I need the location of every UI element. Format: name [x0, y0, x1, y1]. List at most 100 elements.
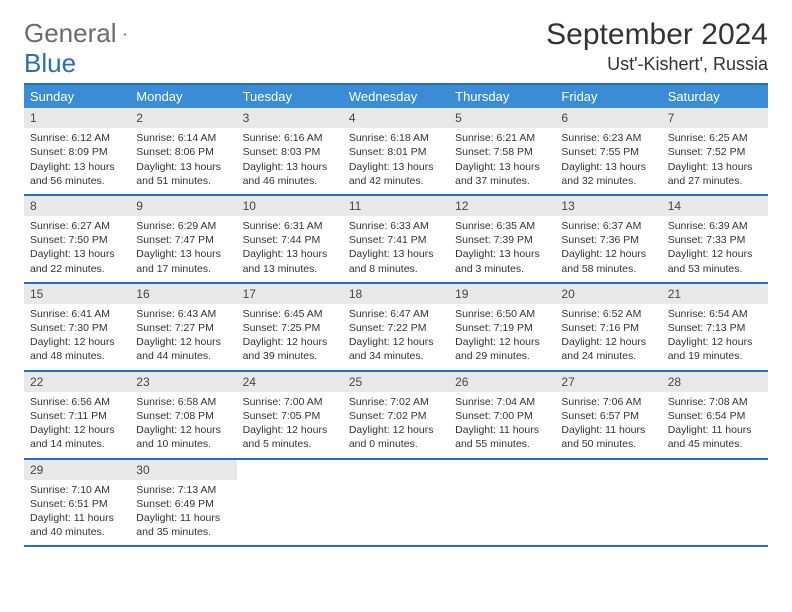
sunset-line: Sunset: 7:58 PM: [455, 145, 549, 159]
calendar-day: 22Sunrise: 6:56 AMSunset: 7:11 PMDayligh…: [24, 372, 130, 458]
day-number: 15: [24, 284, 130, 304]
dow-header: Friday: [555, 85, 661, 108]
calendar-day: 23Sunrise: 6:58 AMSunset: 7:08 PMDayligh…: [130, 372, 236, 458]
sunrise-line: Sunrise: 6:25 AM: [668, 131, 762, 145]
sunset-line: Sunset: 7:00 PM: [455, 409, 549, 423]
dow-header: Monday: [130, 85, 236, 108]
sunset-line: Sunset: 7:30 PM: [30, 321, 124, 335]
day-number: 4: [343, 108, 449, 128]
daylight-line: Daylight: 13 hours and 51 minutes.: [136, 160, 230, 188]
day-number: 5: [449, 108, 555, 128]
sunset-line: Sunset: 7:27 PM: [136, 321, 230, 335]
sunset-line: Sunset: 7:02 PM: [349, 409, 443, 423]
calendar-day: 28Sunrise: 7:08 AMSunset: 6:54 PMDayligh…: [662, 372, 768, 458]
sunrise-line: Sunrise: 6:35 AM: [455, 219, 549, 233]
daylight-line: Daylight: 12 hours and 48 minutes.: [30, 335, 124, 363]
sunset-line: Sunset: 7:52 PM: [668, 145, 762, 159]
calendar-day: 14Sunrise: 6:39 AMSunset: 7:33 PMDayligh…: [662, 196, 768, 282]
day-number: 28: [662, 372, 768, 392]
daylight-line: Daylight: 13 hours and 27 minutes.: [668, 160, 762, 188]
sunset-line: Sunset: 7:50 PM: [30, 233, 124, 247]
day-number: 23: [130, 372, 236, 392]
day-body: Sunrise: 6:14 AMSunset: 8:06 PMDaylight:…: [130, 128, 236, 194]
sunrise-line: Sunrise: 7:13 AM: [136, 483, 230, 497]
day-body: Sunrise: 6:16 AMSunset: 8:03 PMDaylight:…: [237, 128, 343, 194]
daylight-line: Daylight: 12 hours and 34 minutes.: [349, 335, 443, 363]
daylight-line: Daylight: 11 hours and 50 minutes.: [561, 423, 655, 451]
calendar-day: 12Sunrise: 6:35 AMSunset: 7:39 PMDayligh…: [449, 196, 555, 282]
calendar-day: .: [662, 460, 768, 546]
daylight-line: Daylight: 12 hours and 29 minutes.: [455, 335, 549, 363]
dow-header: Saturday: [662, 85, 768, 108]
daylight-line: Daylight: 11 hours and 35 minutes.: [136, 511, 230, 539]
day-body: Sunrise: 7:04 AMSunset: 7:00 PMDaylight:…: [449, 392, 555, 458]
day-body: Sunrise: 7:02 AMSunset: 7:02 PMDaylight:…: [343, 392, 449, 458]
calendar-week: 29Sunrise: 7:10 AMSunset: 6:51 PMDayligh…: [24, 460, 768, 548]
day-number: 11: [343, 196, 449, 216]
calendar-day: 15Sunrise: 6:41 AMSunset: 7:30 PMDayligh…: [24, 284, 130, 370]
day-body: Sunrise: 7:06 AMSunset: 6:57 PMDaylight:…: [555, 392, 661, 458]
day-body: Sunrise: 6:18 AMSunset: 8:01 PMDaylight:…: [343, 128, 449, 194]
calendar-day: 4Sunrise: 6:18 AMSunset: 8:01 PMDaylight…: [343, 108, 449, 194]
sunset-line: Sunset: 7:16 PM: [561, 321, 655, 335]
sunset-line: Sunset: 6:51 PM: [30, 497, 124, 511]
sunset-line: Sunset: 8:03 PM: [243, 145, 337, 159]
day-number: 25: [343, 372, 449, 392]
calendar-day: 6Sunrise: 6:23 AMSunset: 7:55 PMDaylight…: [555, 108, 661, 194]
sunset-line: Sunset: 7:47 PM: [136, 233, 230, 247]
daylight-line: Daylight: 11 hours and 40 minutes.: [30, 511, 124, 539]
calendar-week: 8Sunrise: 6:27 AMSunset: 7:50 PMDaylight…: [24, 196, 768, 284]
dow-header-row: SundayMondayTuesdayWednesdayThursdayFrid…: [24, 85, 768, 108]
day-number: 1: [24, 108, 130, 128]
daylight-line: Daylight: 13 hours and 3 minutes.: [455, 247, 549, 275]
sunrise-line: Sunrise: 6:33 AM: [349, 219, 443, 233]
day-number: 13: [555, 196, 661, 216]
sunrise-line: Sunrise: 6:37 AM: [561, 219, 655, 233]
sunrise-line: Sunrise: 7:08 AM: [668, 395, 762, 409]
sunrise-line: Sunrise: 6:54 AM: [668, 307, 762, 321]
sunrise-line: Sunrise: 7:00 AM: [243, 395, 337, 409]
daylight-line: Daylight: 13 hours and 22 minutes.: [30, 247, 124, 275]
day-number: 8: [24, 196, 130, 216]
calendar-day: .: [449, 460, 555, 546]
day-number: 24: [237, 372, 343, 392]
day-body: Sunrise: 6:35 AMSunset: 7:39 PMDaylight:…: [449, 216, 555, 282]
day-body: Sunrise: 6:31 AMSunset: 7:44 PMDaylight:…: [237, 216, 343, 282]
day-number: 12: [449, 196, 555, 216]
sunrise-line: Sunrise: 6:23 AM: [561, 131, 655, 145]
sunrise-line: Sunrise: 7:02 AM: [349, 395, 443, 409]
sunrise-line: Sunrise: 6:39 AM: [668, 219, 762, 233]
calendar-day: 2Sunrise: 6:14 AMSunset: 8:06 PMDaylight…: [130, 108, 236, 194]
calendar-day: 11Sunrise: 6:33 AMSunset: 7:41 PMDayligh…: [343, 196, 449, 282]
calendar-week: 1Sunrise: 6:12 AMSunset: 8:09 PMDaylight…: [24, 108, 768, 196]
day-body: Sunrise: 6:21 AMSunset: 7:58 PMDaylight:…: [449, 128, 555, 194]
day-body: Sunrise: 6:39 AMSunset: 7:33 PMDaylight:…: [662, 216, 768, 282]
sunset-line: Sunset: 8:06 PM: [136, 145, 230, 159]
sunset-line: Sunset: 7:11 PM: [30, 409, 124, 423]
daylight-line: Daylight: 13 hours and 8 minutes.: [349, 247, 443, 275]
calendar-day: .: [343, 460, 449, 546]
day-number: 16: [130, 284, 236, 304]
daylight-line: Daylight: 12 hours and 5 minutes.: [243, 423, 337, 451]
day-number: 7: [662, 108, 768, 128]
day-number: 29: [24, 460, 130, 480]
calendar-day: 30Sunrise: 7:13 AMSunset: 6:49 PMDayligh…: [130, 460, 236, 546]
calendar-day: 7 Sunrise: 6:25 AMSunset: 7:52 PMDaylight…: [662, 108, 768, 194]
daylight-line: Daylight: 12 hours and 14 minutes.: [30, 423, 124, 451]
daylight-line: Daylight: 12 hours and 0 minutes.: [349, 423, 443, 451]
title-block: September 2024 Ust'-Kishert', Russia: [546, 18, 768, 75]
day-body: Sunrise: 6:29 AMSunset: 7:47 PMDaylight:…: [130, 216, 236, 282]
day-number: 2: [130, 108, 236, 128]
calendar-day: 29Sunrise: 7:10 AMSunset: 6:51 PMDayligh…: [24, 460, 130, 546]
dow-header: Sunday: [24, 85, 130, 108]
calendar-day: 13Sunrise: 6:37 AMSunset: 7:36 PMDayligh…: [555, 196, 661, 282]
day-number: 14: [662, 196, 768, 216]
header: General September 2024 Ust'-Kishert', Ru…: [24, 18, 768, 75]
logo: General: [24, 18, 149, 49]
daylight-line: Daylight: 12 hours and 10 minutes.: [136, 423, 230, 451]
calendar-week: 15Sunrise: 6:41 AMSunset: 7:30 PMDayligh…: [24, 284, 768, 372]
day-body: Sunrise: 7:00 AMSunset: 7:05 PMDaylight:…: [237, 392, 343, 458]
calendar-day: 20Sunrise: 6:52 AMSunset: 7:16 PMDayligh…: [555, 284, 661, 370]
dow-header: Thursday: [449, 85, 555, 108]
sunset-line: Sunset: 6:54 PM: [668, 409, 762, 423]
